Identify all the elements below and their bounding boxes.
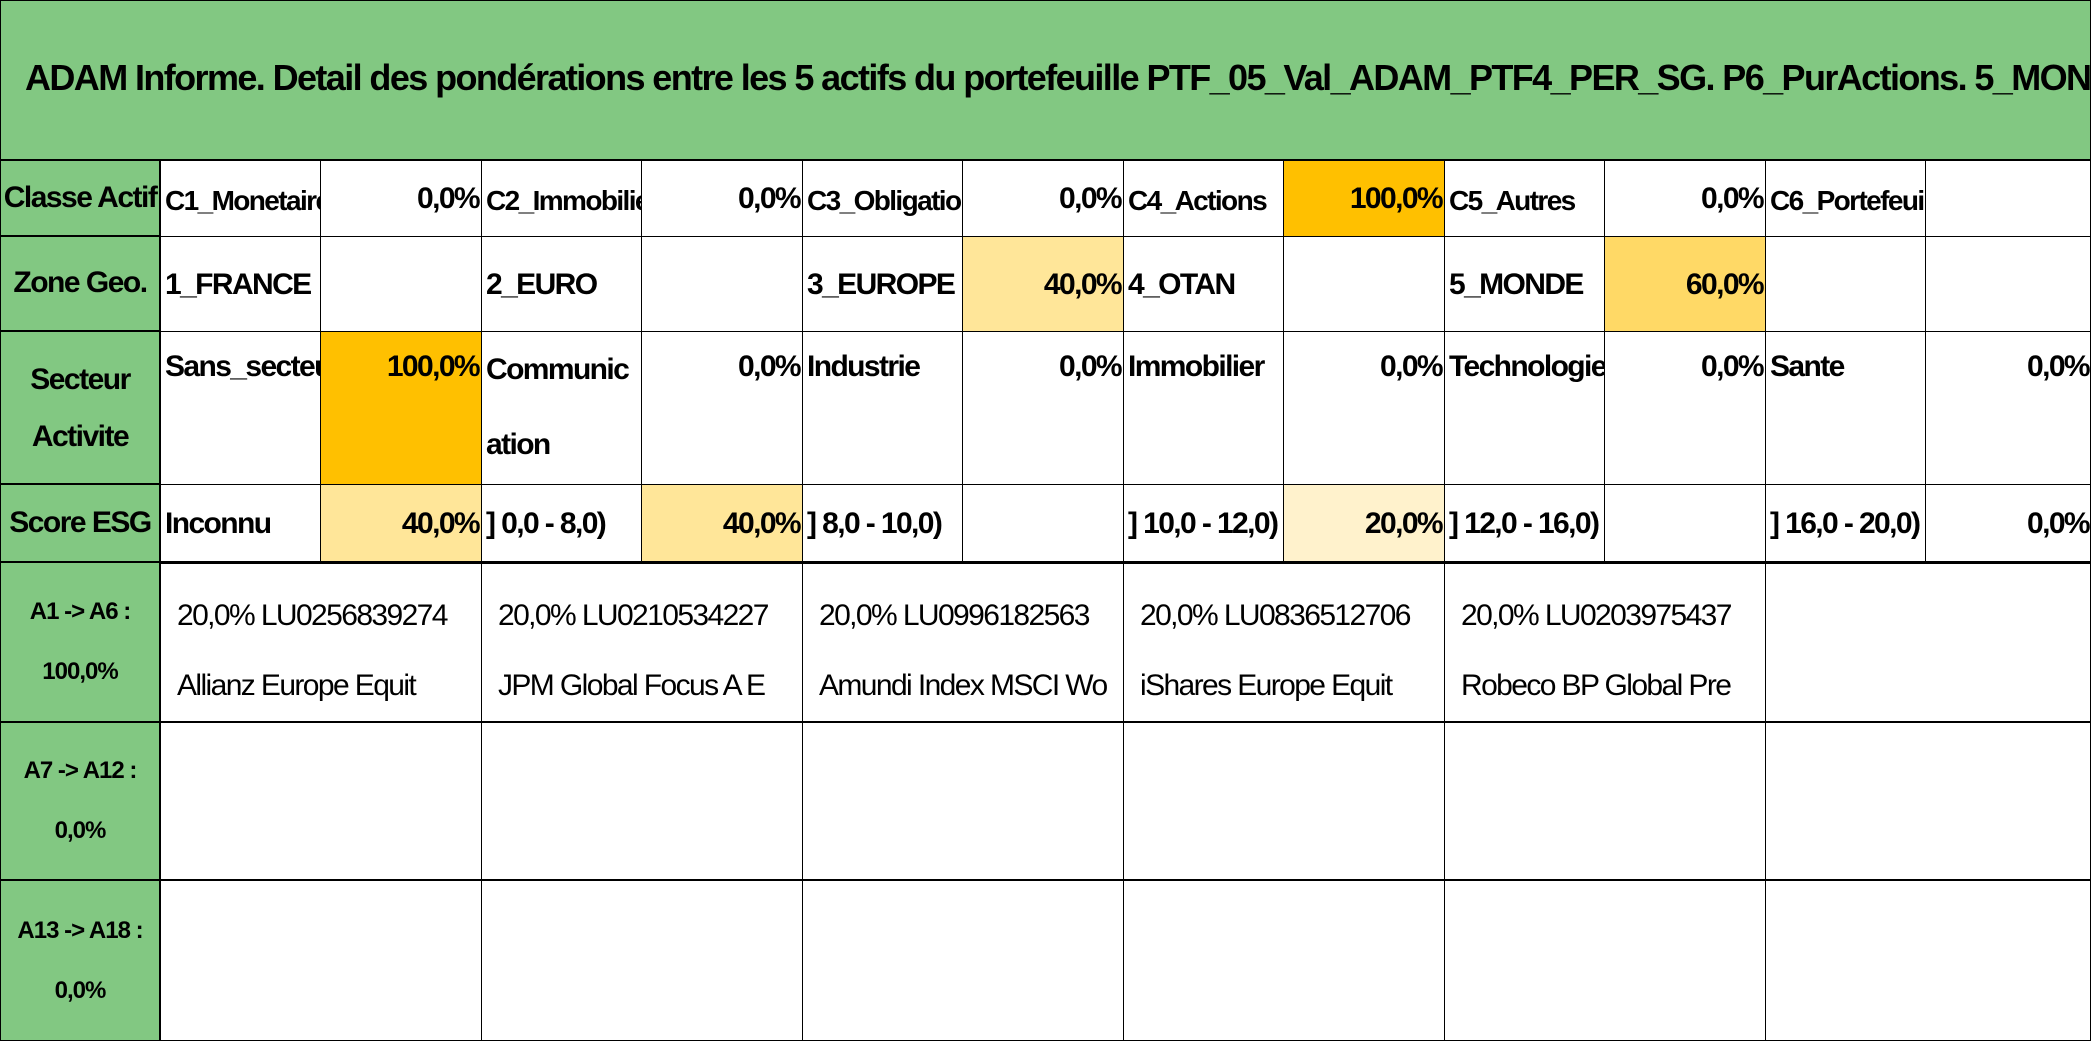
category-weight bbox=[1605, 485, 1766, 563]
asset-group-label: A13 -> A18 : 0,0% bbox=[1, 881, 161, 1040]
asset-isin: LU0210534227 bbox=[581, 599, 770, 632]
section-divider bbox=[161, 561, 2090, 564]
category-name: Technologie bbox=[1445, 332, 1605, 485]
category-name: 2_EURO bbox=[482, 237, 642, 332]
category-name: ] 0,0 - 8,0) bbox=[482, 485, 642, 563]
category-weight: 0,0% bbox=[963, 161, 1124, 237]
category-weight: 100,0% bbox=[321, 332, 482, 485]
category-weight: 40,0% bbox=[963, 237, 1124, 332]
category-name: 4_OTAN bbox=[1124, 237, 1284, 332]
empty-asset-cell bbox=[161, 723, 482, 881]
asset-weight-isin: 20,0% LU0210534227 bbox=[498, 581, 802, 651]
asset-weight: 20,0% bbox=[177, 599, 256, 632]
row-label: Classe Actif bbox=[1, 161, 161, 237]
category-weight bbox=[1926, 237, 2090, 332]
empty-asset-cell bbox=[1445, 723, 1766, 881]
category-name: 1_FRANCE bbox=[161, 237, 321, 332]
category-name: Immobilier bbox=[1124, 332, 1284, 485]
category-name: C4_Actions bbox=[1124, 161, 1284, 237]
row-label: Secteur Activite bbox=[1, 332, 161, 485]
category-name: C2_Immobilier bbox=[482, 161, 642, 237]
category-name: Inconnu bbox=[161, 485, 321, 563]
category-weight: 0,0% bbox=[1926, 332, 2090, 485]
category-name: ] 16,0 - 20,0) bbox=[1766, 485, 1926, 563]
category-name: C1_Monetaire bbox=[161, 161, 321, 237]
asset-isin: LU0836512706 bbox=[1223, 599, 1412, 632]
page-title: ADAM Informe. Detail des pondérations en… bbox=[25, 57, 2091, 98]
empty-asset-cell bbox=[1766, 723, 2090, 881]
empty-asset-cell bbox=[482, 881, 803, 1040]
asset-cell: 20,0% LU0996182563 Amundi Index MSCI Wo bbox=[803, 563, 1124, 723]
asset-weight-isin: 20,0% LU0996182563 bbox=[819, 581, 1123, 651]
category-name: 5_MONDE bbox=[1445, 237, 1605, 332]
title-bar: ADAM Informe. Detail des pondérations en… bbox=[1, 1, 2091, 161]
row-label: Score ESG bbox=[1, 485, 161, 563]
asset-group-label: A1 -> A6 : 100,0% bbox=[1, 563, 161, 723]
category-weight: 0,0% bbox=[1284, 332, 1445, 485]
category-weight: 0,0% bbox=[963, 332, 1124, 485]
category-name: 3_EUROPE bbox=[803, 237, 963, 332]
empty-asset-cell bbox=[161, 881, 482, 1040]
asset-weight: 20,0% bbox=[819, 599, 898, 632]
category-weight bbox=[321, 237, 482, 332]
asset-weight: 20,0% bbox=[498, 599, 577, 632]
category-weight bbox=[642, 237, 803, 332]
asset-cell: 20,0% LU0203975437 Robeco BP Global Pre bbox=[1445, 563, 1766, 723]
asset-name: iShares Europe Equit bbox=[1140, 669, 1393, 702]
category-name bbox=[1766, 237, 1926, 332]
empty-asset-cell bbox=[1124, 723, 1445, 881]
asset-weight: 20,0% bbox=[1140, 599, 1219, 632]
asset-cell: 20,0% LU0210534227 JPM Global Focus A E bbox=[482, 563, 803, 723]
empty-asset-cell bbox=[1766, 881, 2090, 1040]
category-name: Sante bbox=[1766, 332, 1926, 485]
category-weight: 100,0% bbox=[1284, 161, 1445, 237]
empty-asset-cell bbox=[803, 881, 1124, 1040]
category-name: Communication bbox=[482, 332, 642, 485]
category-weight: 40,0% bbox=[642, 485, 803, 563]
asset-name: Allianz Europe Equit bbox=[177, 669, 417, 702]
asset-name: Robeco BP Global Pre bbox=[1461, 669, 1732, 702]
empty-asset-cell bbox=[1445, 881, 1766, 1040]
category-weight bbox=[1284, 237, 1445, 332]
category-weight bbox=[1926, 161, 2090, 237]
asset-isin: LU0203975437 bbox=[1544, 599, 1733, 632]
empty-asset-cell bbox=[1124, 881, 1445, 1040]
asset-weight-isin: 20,0% LU0256839274 bbox=[177, 581, 481, 651]
empty-asset-cell bbox=[482, 723, 803, 881]
category-weight: 20,0% bbox=[1284, 485, 1445, 563]
empty-asset-cell bbox=[1766, 563, 2090, 723]
asset-name: Amundi Index MSCI Wo bbox=[819, 669, 1108, 702]
category-name: Sans_secteur bbox=[161, 332, 321, 485]
category-weight: 0,0% bbox=[1605, 161, 1766, 237]
category-weight: 40,0% bbox=[321, 485, 482, 563]
category-name: Industrie bbox=[803, 332, 963, 485]
asset-weight: 20,0% bbox=[1461, 599, 1540, 632]
asset-cell: 20,0% LU0256839274 Allianz Europe Equit bbox=[161, 563, 482, 723]
row-label: Zone Geo. bbox=[1, 237, 161, 332]
category-weight: 60,0% bbox=[1605, 237, 1766, 332]
category-name: C5_Autres bbox=[1445, 161, 1605, 237]
asset-isin: LU0256839274 bbox=[260, 599, 449, 632]
asset-group-label: A7 -> A12 : 0,0% bbox=[1, 723, 161, 881]
empty-asset-cell bbox=[803, 723, 1124, 881]
category-weight: 0,0% bbox=[321, 161, 482, 237]
category-name: ] 12,0 - 16,0) bbox=[1445, 485, 1605, 563]
category-weight: 0,0% bbox=[642, 161, 803, 237]
category-weight: 0,0% bbox=[642, 332, 803, 485]
category-name: ] 8,0 - 10,0) bbox=[803, 485, 963, 563]
asset-cell: 20,0% LU0836512706 iShares Europe Equit bbox=[1124, 563, 1445, 723]
category-name: ] 10,0 - 12,0) bbox=[1124, 485, 1284, 563]
category-name: C3_Obligations bbox=[803, 161, 963, 237]
category-weight: 0,0% bbox=[1926, 485, 2090, 563]
asset-weight-isin: 20,0% LU0836512706 bbox=[1140, 581, 1444, 651]
category-weight bbox=[963, 485, 1124, 563]
asset-weight-isin: 20,0% LU0203975437 bbox=[1461, 581, 1765, 651]
category-weight: 0,0% bbox=[1605, 332, 1766, 485]
category-name: C6_Portefeuille bbox=[1766, 161, 1926, 237]
asset-isin: LU0996182563 bbox=[902, 599, 1091, 632]
asset-name: JPM Global Focus A E bbox=[498, 669, 766, 702]
